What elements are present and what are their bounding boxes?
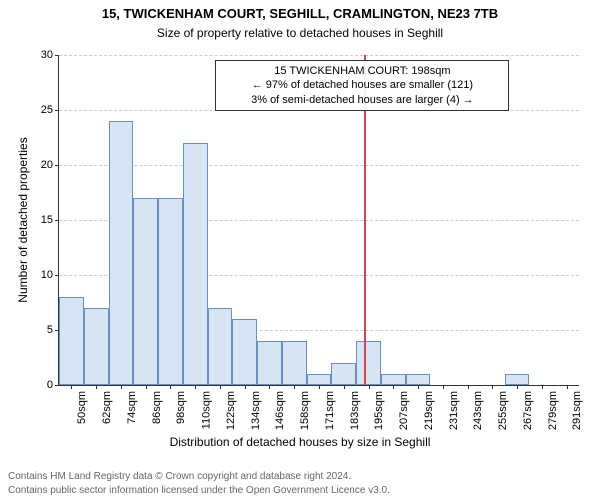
x-tick (344, 385, 345, 389)
x-tick-label: 279sqm (547, 391, 559, 430)
chart-subtitle: Size of property relative to detached ho… (0, 26, 600, 40)
y-tick-label: 5 (47, 324, 53, 336)
histogram-bar (356, 341, 381, 385)
footer-line-2: Contains public sector information licen… (8, 485, 390, 496)
x-tick (146, 385, 147, 389)
x-tick (517, 385, 518, 389)
x-tick (369, 385, 370, 389)
x-tick (96, 385, 97, 389)
histogram-bar (406, 374, 431, 385)
histogram-bar (59, 297, 84, 385)
x-tick-label: 183sqm (349, 391, 361, 430)
x-tick-label: 122sqm (225, 391, 237, 430)
x-tick-label: 134sqm (250, 391, 262, 430)
y-tick-label: 20 (41, 159, 53, 171)
x-tick-label: 243sqm (473, 391, 485, 430)
x-tick-label: 207sqm (398, 391, 410, 430)
x-tick (269, 385, 270, 389)
x-tick (468, 385, 469, 389)
plot-area: 05101520253050sqm62sqm74sqm86sqm98sqm110… (58, 55, 579, 386)
y-tick-label: 30 (41, 49, 53, 61)
histogram-bar (307, 374, 332, 385)
x-tick (418, 385, 419, 389)
gridline (59, 55, 579, 56)
x-tick-label: 267sqm (522, 391, 534, 430)
x-tick-label: 171sqm (324, 391, 336, 430)
annotation-line: 15 TWICKENHAM COURT: 198sqm (222, 64, 502, 78)
histogram-bar (257, 341, 282, 385)
y-tick-label: 25 (41, 104, 53, 116)
x-tick-label: 158sqm (299, 391, 311, 430)
histogram-chart: 15, TWICKENHAM COURT, SEGHILL, CRAMLINGT… (0, 0, 600, 500)
histogram-bar (109, 121, 134, 385)
chart-title: 15, TWICKENHAM COURT, SEGHILL, CRAMLINGT… (0, 6, 600, 21)
x-tick-label: 62sqm (101, 391, 113, 424)
y-axis-label: Number of detached properties (16, 55, 30, 385)
x-tick (195, 385, 196, 389)
histogram-bar (331, 363, 356, 385)
y-tick-label: 15 (41, 214, 53, 226)
x-tick-label: 74sqm (126, 391, 138, 424)
y-tick (55, 385, 59, 386)
x-tick-label: 291sqm (572, 391, 584, 430)
histogram-bar (133, 198, 158, 385)
y-tick-label: 10 (41, 269, 53, 281)
x-tick-label: 50sqm (76, 391, 88, 424)
histogram-bar (158, 198, 183, 385)
x-tick (393, 385, 394, 389)
y-tick (55, 220, 59, 221)
annotation-line: ← 97% of detached houses are smaller (12… (222, 78, 502, 92)
histogram-bar (381, 374, 406, 385)
y-tick (55, 55, 59, 56)
x-tick (443, 385, 444, 389)
x-tick (294, 385, 295, 389)
x-tick (542, 385, 543, 389)
y-tick (55, 110, 59, 111)
x-tick (71, 385, 72, 389)
x-tick (170, 385, 171, 389)
x-tick (567, 385, 568, 389)
annotation-line: 3% of semi-detached houses are larger (4… (222, 93, 502, 107)
x-tick-label: 110sqm (200, 391, 212, 429)
x-tick-label: 219sqm (423, 391, 435, 430)
y-tick (55, 165, 59, 166)
x-tick-label: 146sqm (274, 391, 286, 430)
histogram-bar (282, 341, 307, 385)
histogram-bar (208, 308, 233, 385)
x-tick (492, 385, 493, 389)
histogram-bar (505, 374, 530, 385)
footer-line-1: Contains HM Land Registry data © Crown c… (8, 471, 351, 482)
x-tick (245, 385, 246, 389)
x-tick-label: 255sqm (497, 391, 509, 430)
gridline (59, 165, 579, 166)
x-tick-label: 231sqm (448, 391, 460, 430)
x-tick (220, 385, 221, 389)
x-tick (319, 385, 320, 389)
y-tick (55, 275, 59, 276)
histogram-bar (183, 143, 208, 385)
x-axis-label: Distribution of detached houses by size … (0, 435, 600, 449)
annotation-box: 15 TWICKENHAM COURT: 198sqm← 97% of deta… (215, 60, 509, 111)
x-tick-label: 98sqm (175, 391, 187, 424)
x-tick-label: 86sqm (151, 391, 163, 424)
histogram-bar (84, 308, 109, 385)
x-tick (121, 385, 122, 389)
y-tick-label: 0 (47, 379, 53, 391)
x-tick-label: 195sqm (374, 391, 386, 430)
histogram-bar (232, 319, 257, 385)
